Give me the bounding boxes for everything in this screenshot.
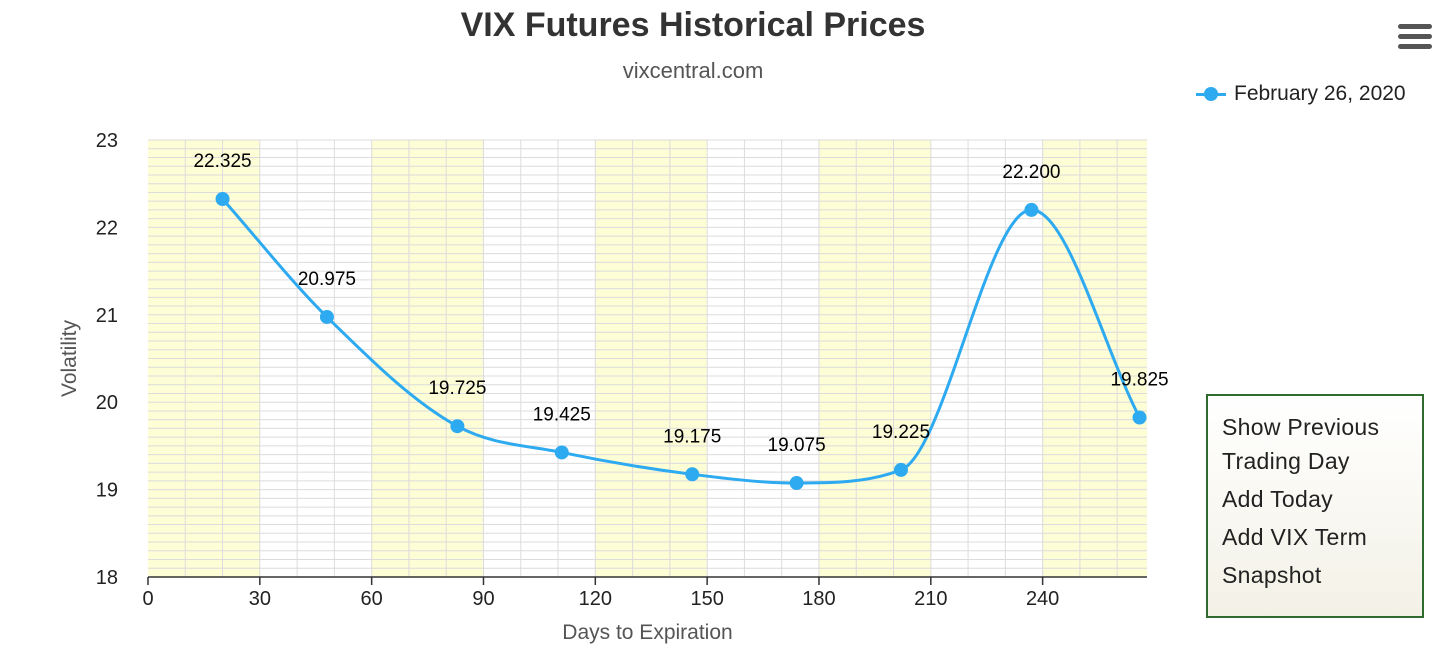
data-label: 19.825 (1110, 369, 1168, 390)
data-label: 19.725 (428, 378, 486, 399)
data-label: 20.975 (298, 269, 356, 290)
x-tick-label: 150 (690, 588, 723, 610)
chart-subtitle: vixcentral.com (622, 58, 764, 83)
menu-bar (1398, 44, 1432, 49)
add-today-menu-item[interactable]: Add Today (1222, 486, 1333, 512)
y-tick-label: 20 (96, 392, 118, 414)
context-menu: Show Previous Trading Day Add Today Add … (1206, 394, 1424, 618)
data-label: 22.200 (1002, 162, 1060, 183)
data-label: 19.225 (872, 422, 930, 443)
data-point (450, 419, 465, 434)
y-tick-label: 18 (96, 567, 118, 589)
hamburger-menu-icon[interactable] (1398, 24, 1432, 52)
data-point (1132, 410, 1147, 425)
y-tick-label: 21 (96, 305, 118, 327)
y-tick-label: 23 (96, 130, 118, 152)
x-tick-label: 180 (802, 588, 835, 610)
data-label: 19.175 (663, 426, 721, 447)
x-tick-label: 0 (142, 588, 153, 610)
y-axis-title: Volatility (58, 319, 81, 397)
data-point (1024, 202, 1039, 217)
x-tick-label: 120 (579, 588, 612, 610)
y-tick-label: 22 (96, 217, 118, 239)
x-tick-label: 60 (361, 588, 383, 610)
data-point (789, 476, 804, 491)
legend-item[interactable]: February 26, 2020 (1196, 82, 1406, 106)
data-point (685, 467, 700, 482)
legend-point (1204, 87, 1218, 101)
data-label: 19.075 (768, 435, 826, 456)
x-tick-label: 30 (249, 588, 271, 610)
add-vix-term-menu-item[interactable]: Add VIX Term (1222, 524, 1368, 550)
x-tick-label: 240 (1026, 588, 1059, 610)
data-point (893, 462, 908, 477)
y-tick-label: 19 (96, 480, 118, 502)
legend-label: February 26, 2020 (1234, 82, 1406, 105)
chart-title: VIX Futures Historical Prices (460, 6, 926, 44)
menu-bar (1398, 34, 1432, 39)
data-point (319, 309, 334, 324)
x-tick-label: 210 (914, 588, 947, 610)
data-label: 19.425 (533, 404, 591, 425)
x-axis-title: Days to Expiration (562, 621, 732, 644)
show-previous-trading-day-menu-item[interactable]: Show Previous Trading Day (1222, 414, 1380, 474)
menu-bar (1398, 24, 1432, 29)
x-tick-label: 90 (472, 588, 494, 610)
data-label: 22.325 (193, 151, 251, 172)
snapshot-menu-item[interactable]: Snapshot (1222, 562, 1322, 588)
legend-marker (1196, 87, 1226, 101)
data-point (215, 191, 230, 206)
data-point (554, 445, 569, 460)
